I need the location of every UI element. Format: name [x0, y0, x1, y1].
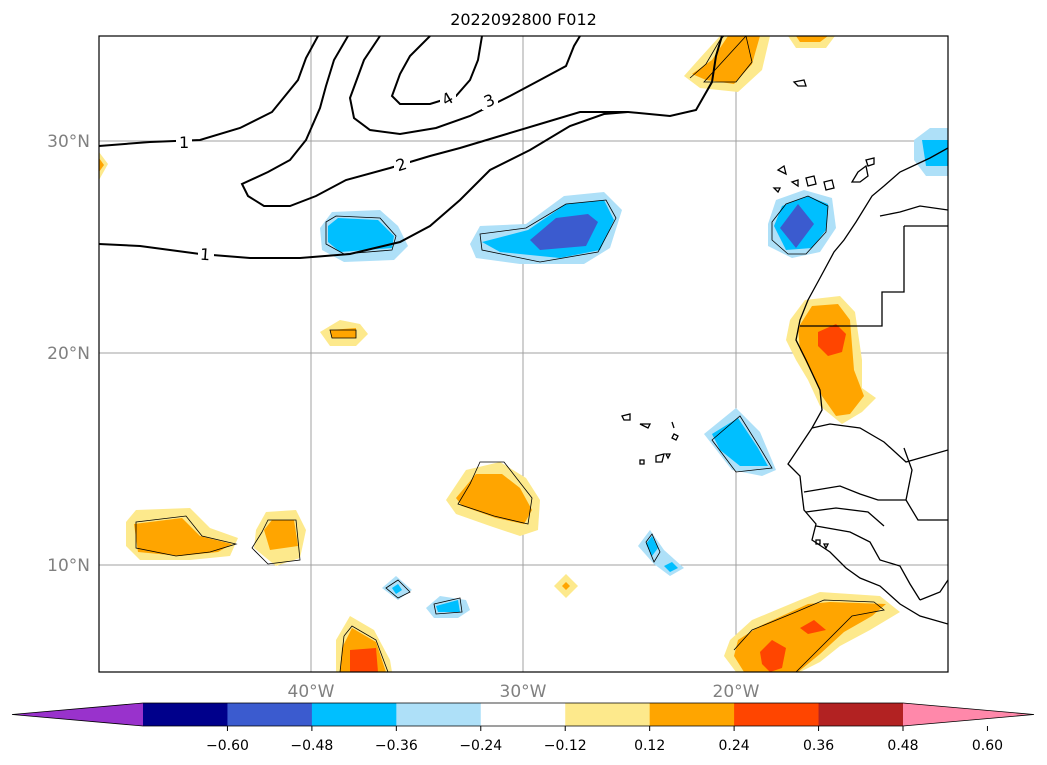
- colorbar: −0.60 −0.48 −0.36 −0.24 −0.12 0.12 0.24 0.36 0.4…: [11, 702, 1035, 754]
- lon-label-30w: 30°W: [500, 682, 547, 702]
- colorbar-box: [227, 703, 313, 726]
- colorbar-box: [818, 703, 904, 726]
- lat-label-30n: 30°N: [47, 132, 90, 152]
- colorbar-tick-label: 0.48: [887, 738, 918, 754]
- colorbar-tick-label: 0.12: [634, 738, 665, 754]
- colorbar-box: [396, 703, 482, 726]
- colorbar-tick-label: −0.36: [375, 738, 418, 754]
- colorbar-box: [649, 703, 735, 726]
- colorbar-tick-label: −0.48: [290, 738, 333, 754]
- contour-label-1-lower: 1: [199, 245, 210, 265]
- colorbar-extend-low: [12, 703, 143, 726]
- colorbar-tick-label: 0.24: [719, 738, 750, 754]
- colorbar-tick-label: 0.60: [972, 738, 1003, 754]
- colorbar-extend-high: [903, 703, 1034, 726]
- colorbar-box: [565, 703, 651, 726]
- lon-label-20w: 20°W: [713, 682, 760, 702]
- colorbar-box: [311, 703, 397, 726]
- lat-label-20n: 20°N: [47, 344, 90, 364]
- thin-anomaly-contours: [135, 36, 885, 672]
- lat-label-10n: 10°N: [47, 556, 90, 576]
- positive-anomaly-areas: [99, 36, 900, 672]
- colorbar-outline: [11, 702, 1035, 727]
- map-plot-area: 1 2 3 4 1: [99, 36, 948, 672]
- map-frame: [98, 35, 949, 673]
- colorbar-tick-label: −0.24: [459, 738, 502, 754]
- colorbar-box: [480, 703, 566, 726]
- map-title: 2022092800 F012: [450, 10, 597, 29]
- black-contours: [99, 36, 723, 259]
- coastlines: [621, 79, 948, 625]
- negative-anomaly-areas: [320, 128, 948, 618]
- colorbar-box: [734, 703, 820, 726]
- colorbar-tick-label: −0.12: [544, 738, 587, 754]
- colorbar-tick-label: 0.36: [803, 738, 834, 754]
- lon-label-40w: 40°W: [288, 682, 335, 702]
- colorbar-tick-label: −0.60: [206, 738, 249, 754]
- contour-label-group: 1 2 3 4 1: [176, 88, 498, 264]
- contour-label-1-upper: 1: [179, 133, 189, 152]
- colorbar-box: [143, 703, 228, 726]
